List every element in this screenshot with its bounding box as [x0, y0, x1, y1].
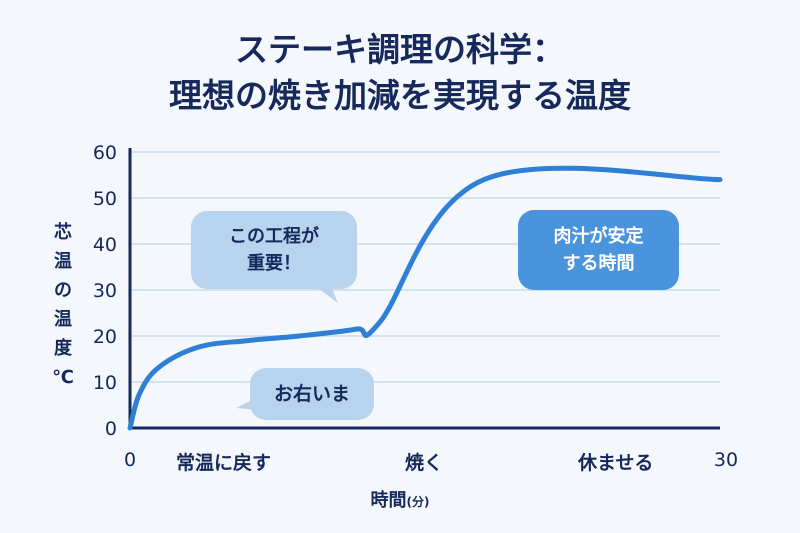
x-tick-label: 0: [124, 449, 136, 471]
y-tick-label: 30: [93, 280, 117, 302]
x-axis-unit: (分): [406, 495, 430, 509]
annotation-line: する時間: [562, 253, 635, 274]
x-axis-label-text: 時間: [370, 490, 407, 511]
annotation-juice-stable: 肉汁が安定 する時間: [518, 210, 679, 290]
annotation-line: この工程が: [229, 226, 319, 247]
annotation-small: お右いま: [250, 368, 374, 420]
y-tick-label: 0: [105, 418, 117, 440]
y-tick-label: 20: [93, 326, 117, 348]
x-tick-label: 30: [714, 449, 738, 471]
annotation-line: 重要！: [247, 253, 301, 274]
y-tick-label: 10: [93, 372, 117, 394]
y-axis-label: 芯温の温度 ℃: [52, 222, 74, 388]
chart-title-line1: ステーキ調理の科学：: [235, 30, 565, 69]
y-tick-label: 40: [93, 234, 117, 256]
chart-title-line2: 理想の焼き加減を実現する温度: [169, 76, 631, 115]
annotation-important-step: この工程が 重要！: [191, 211, 357, 289]
phase-label-rest-to-room-temp: 常温に戻す: [176, 452, 272, 474]
y-tick-label: 60: [93, 142, 117, 164]
x-axis-label: 時間(分): [0, 486, 800, 512]
annotation-line: 肉汁が安定: [553, 226, 644, 247]
phase-label-rest: 休ませる: [578, 452, 654, 474]
phase-label-sear: 焼く: [405, 452, 444, 474]
y-tick-label: 50: [93, 188, 117, 210]
temperature-line: [127, 165, 723, 431]
